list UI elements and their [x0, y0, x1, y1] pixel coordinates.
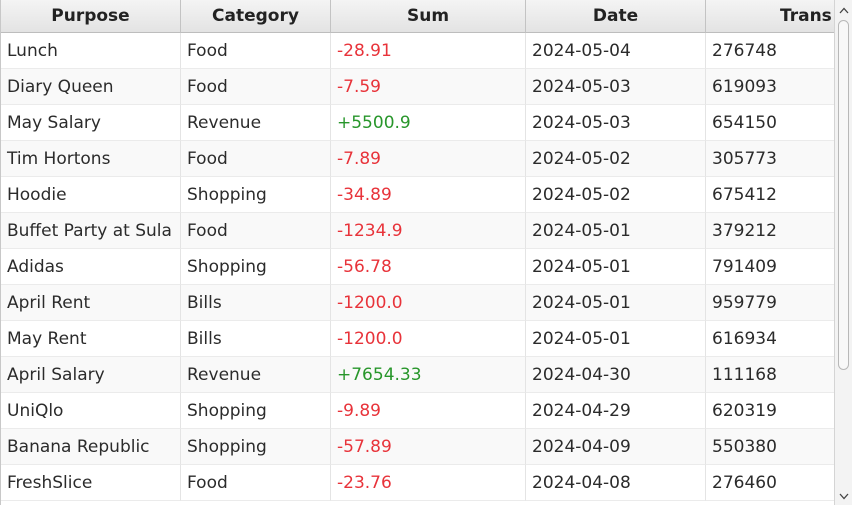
cell-purpose: Diary Queen	[1, 69, 181, 105]
cell-sum: -1200.0	[331, 285, 526, 321]
cell-transaction: 654150	[706, 105, 834, 141]
column-header-purpose[interactable]: Purpose	[1, 0, 181, 33]
vertical-scrollbar[interactable]	[834, 0, 852, 505]
cell-date: 2024-05-02	[526, 177, 706, 213]
cell-transaction: 616934	[706, 321, 834, 357]
scroll-up-button[interactable]	[835, 2, 852, 18]
cell-sum: -23.76	[331, 465, 526, 501]
cell-category: Food	[181, 465, 331, 501]
cell-category: Shopping	[181, 429, 331, 465]
cell-category: Food	[181, 69, 331, 105]
cell-sum: -1234.9	[331, 213, 526, 249]
cell-purpose: Hoodie	[1, 177, 181, 213]
cell-transaction: 111168	[706, 357, 834, 393]
cell-date: 2024-05-03	[526, 105, 706, 141]
cell-purpose: Adidas	[1, 249, 181, 285]
cell-purpose: Banana Republic	[1, 429, 181, 465]
cell-purpose: FreshSlice	[1, 465, 181, 501]
cell-purpose: April Rent	[1, 285, 181, 321]
cell-category: Revenue	[181, 105, 331, 141]
chevron-up-icon	[839, 7, 848, 13]
cell-purpose: May Rent	[1, 321, 181, 357]
cell-date: 2024-04-08	[526, 465, 706, 501]
cell-date: 2024-05-03	[526, 69, 706, 105]
cell-sum: -7.89	[331, 141, 526, 177]
cell-date: 2024-04-30	[526, 357, 706, 393]
cell-date: 2024-05-04	[526, 33, 706, 69]
cell-date: 2024-04-09	[526, 429, 706, 465]
cell-transaction: 619093	[706, 69, 834, 105]
column-header-date[interactable]: Date	[526, 0, 706, 33]
cell-date: 2024-05-02	[526, 141, 706, 177]
cell-transaction: 379212	[706, 213, 834, 249]
cell-category: Shopping	[181, 393, 331, 429]
cell-sum: -57.89	[331, 429, 526, 465]
cell-purpose: UniQlo	[1, 393, 181, 429]
cell-category: Bills	[181, 321, 331, 357]
cell-category: Revenue	[181, 357, 331, 393]
cell-sum: +5500.9	[331, 105, 526, 141]
cell-purpose: Buffet Party at Sula	[1, 213, 181, 249]
column-header-transaction[interactable]: Trans	[706, 0, 834, 33]
cell-transaction: 675412	[706, 177, 834, 213]
cell-category: Shopping	[181, 177, 331, 213]
scroll-down-button[interactable]	[835, 488, 852, 504]
cell-purpose: April Salary	[1, 357, 181, 393]
column-header-sum[interactable]: Sum	[331, 0, 526, 33]
cell-transaction: 276460	[706, 465, 834, 501]
cell-date: 2024-05-01	[526, 213, 706, 249]
column-header-category[interactable]: Category	[181, 0, 331, 33]
cell-category: Food	[181, 141, 331, 177]
cell-purpose: Lunch	[1, 33, 181, 69]
scrollbar-thumb[interactable]	[838, 20, 849, 370]
cell-sum: -34.89	[331, 177, 526, 213]
cell-date: 2024-04-29	[526, 393, 706, 429]
cell-sum: -28.91	[331, 33, 526, 69]
cell-transaction: 305773	[706, 141, 834, 177]
cell-purpose: May Salary	[1, 105, 181, 141]
cell-transaction: 959779	[706, 285, 834, 321]
cell-transaction: 791409	[706, 249, 834, 285]
cell-transaction: 550380	[706, 429, 834, 465]
cell-transaction: 276748	[706, 33, 834, 69]
cell-sum: +7654.33	[331, 357, 526, 393]
cell-transaction: 620319	[706, 393, 834, 429]
table-grid: Purpose Category Sum Date Trans Lunch Foo…	[1, 0, 834, 501]
table-viewport: Purpose Category Sum Date Trans Lunch Foo…	[0, 0, 834, 505]
cell-category: Food	[181, 213, 331, 249]
cell-sum: -56.78	[331, 249, 526, 285]
cell-category: Bills	[181, 285, 331, 321]
cell-date: 2024-05-01	[526, 285, 706, 321]
cell-sum: -9.89	[331, 393, 526, 429]
cell-sum: -7.59	[331, 69, 526, 105]
cell-category: Food	[181, 33, 331, 69]
cell-date: 2024-05-01	[526, 249, 706, 285]
cell-date: 2024-05-01	[526, 321, 706, 357]
cell-category: Shopping	[181, 249, 331, 285]
cell-purpose: Tim Hortons	[1, 141, 181, 177]
cell-sum: -1200.0	[331, 321, 526, 357]
chevron-down-icon	[839, 493, 848, 499]
